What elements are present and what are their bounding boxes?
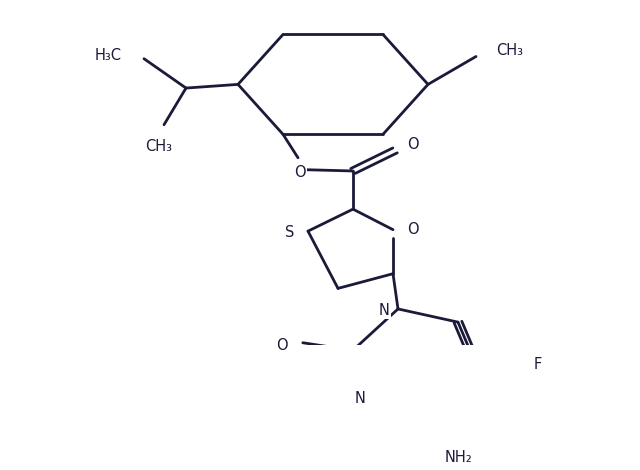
Text: N: N [355,391,366,406]
Text: CH₃: CH₃ [496,43,523,58]
Text: O: O [294,165,306,180]
Text: NH₂: NH₂ [444,450,472,465]
Text: O: O [407,137,419,152]
Text: F: F [534,357,542,372]
Text: S: S [285,225,294,240]
Text: H₃C: H₃C [95,47,122,63]
Text: CH₃: CH₃ [145,140,173,155]
Text: N: N [379,303,390,318]
Text: O: O [407,222,419,237]
Text: O: O [276,338,288,353]
